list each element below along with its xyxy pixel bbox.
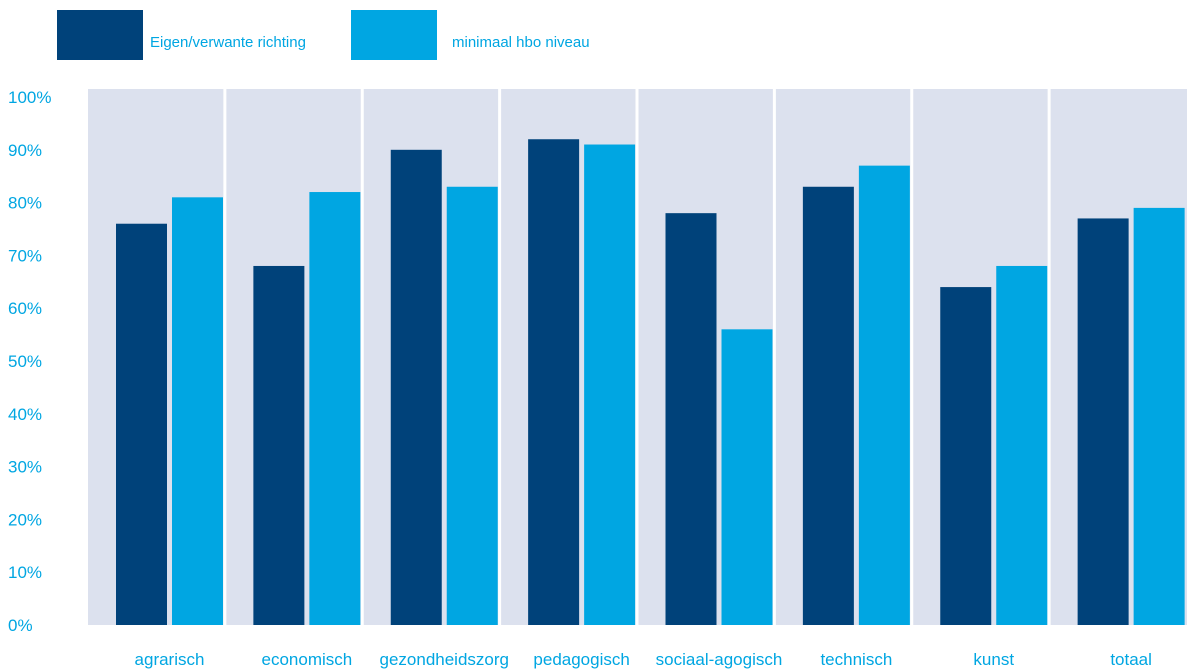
y-tick-label: 10%: [8, 563, 42, 582]
bar-agrarisch-minimaal-hbo-niveau: [172, 197, 223, 625]
bar-gezondheidszorg-eigen-verwante-richting: [390, 149, 442, 626]
y-tick-label: 80%: [8, 194, 42, 213]
bar-sociaal-agogisch-eigen-verwante-richting: [665, 213, 717, 625]
bars: [116, 139, 1185, 626]
x-category-label-gezondheidszorg: gezondheidszorg: [380, 650, 509, 669]
x-category-label-economisch: economisch: [262, 650, 353, 669]
legend-label-eigen-verwante-richting: Eigen/verwante richting: [150, 34, 306, 51]
y-tick-label: 100%: [8, 88, 51, 107]
x-category-label-technisch: technisch: [820, 650, 892, 669]
y-tick-label: 30%: [8, 458, 42, 477]
bar-agrarisch-eigen-verwante-richting: [116, 223, 167, 625]
y-tick-label: 50%: [8, 352, 42, 371]
y-tick-label: 0%: [8, 616, 33, 635]
legend-label-minimaal-hbo-niveau: minimaal hbo niveau: [452, 34, 590, 51]
bar-technisch-minimaal-hbo-niveau: [858, 165, 910, 625]
bar-sociaal-agogisch-minimaal-hbo-niveau: [721, 329, 773, 625]
bar-pedagogisch-minimaal-hbo-niveau: [584, 144, 636, 625]
bar-economisch-minimaal-hbo-niveau: [309, 192, 361, 626]
x-category-label-kunst: kunst: [973, 650, 1014, 669]
legend-swatch-eigen-verwante-richting: [57, 10, 143, 60]
y-tick-label: 60%: [8, 299, 42, 318]
bar-technisch-eigen-verwante-richting: [802, 186, 854, 625]
legend: Eigen/verwante richting minimaal hbo niv…: [57, 10, 590, 60]
legend-swatch-minimaal-hbo-niveau: [351, 10, 437, 60]
x-category-label-agrarisch: agrarisch: [135, 650, 205, 669]
x-axis-category-labels: agrarisch economisch gezondheidszorg pedago…: [135, 650, 1152, 669]
bar-gezondheidszorg-minimaal-hbo-niveau: [446, 186, 498, 625]
bar-totaal-minimaal-hbo-niveau: [1133, 207, 1185, 625]
bar-economisch-eigen-verwante-richting: [253, 265, 305, 625]
y-tick-label: 20%: [8, 510, 42, 529]
x-category-label-pedagogisch: pedagogisch: [533, 650, 629, 669]
y-tick-label: 90%: [8, 141, 42, 160]
y-tick-label: 40%: [8, 405, 42, 424]
bar-kunst-eigen-verwante-richting: [940, 287, 992, 625]
bar-kunst-minimaal-hbo-niveau: [996, 265, 1048, 625]
x-category-label-totaal: totaal: [1110, 650, 1152, 669]
bar-totaal-eigen-verwante-richting: [1077, 218, 1129, 625]
bar-pedagogisch-eigen-verwante-richting: [528, 139, 580, 626]
category-separators: [223, 89, 1051, 625]
x-category-label-sociaal-agogisch: sociaal-agogisch: [656, 650, 783, 669]
y-tick-label: 70%: [8, 246, 42, 265]
y-axis-tick-labels: 0% 10% 20% 30% 40% 50% 60% 70% 80% 90% 100%: [8, 88, 51, 635]
